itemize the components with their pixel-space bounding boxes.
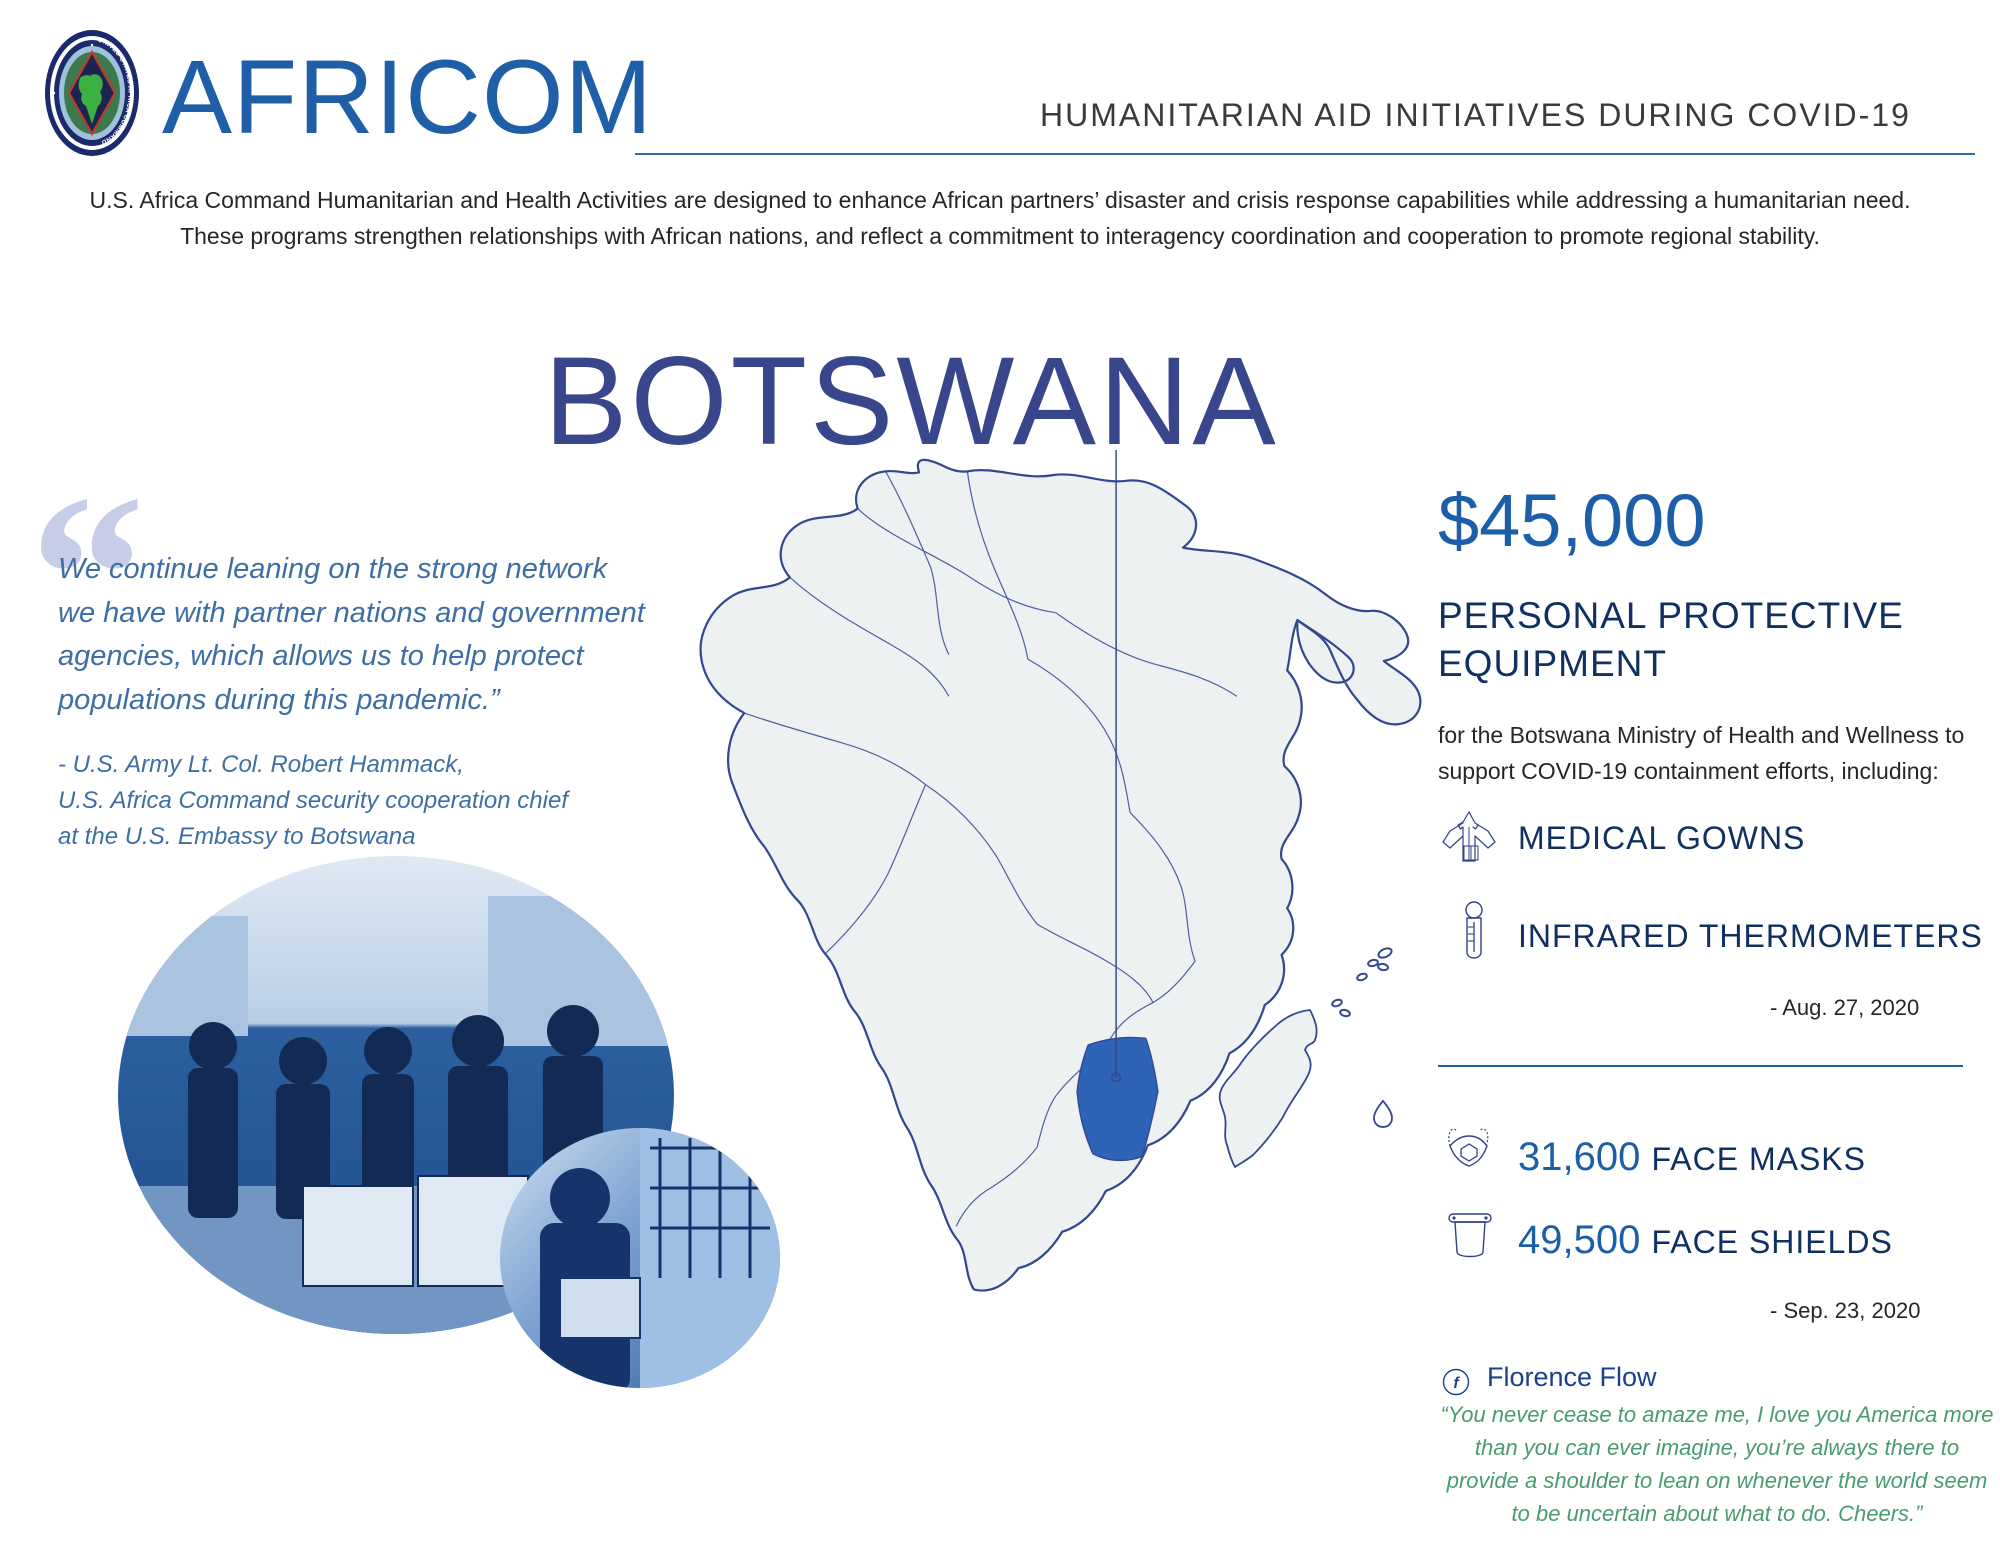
svg-text:f: f	[1453, 1375, 1460, 1392]
